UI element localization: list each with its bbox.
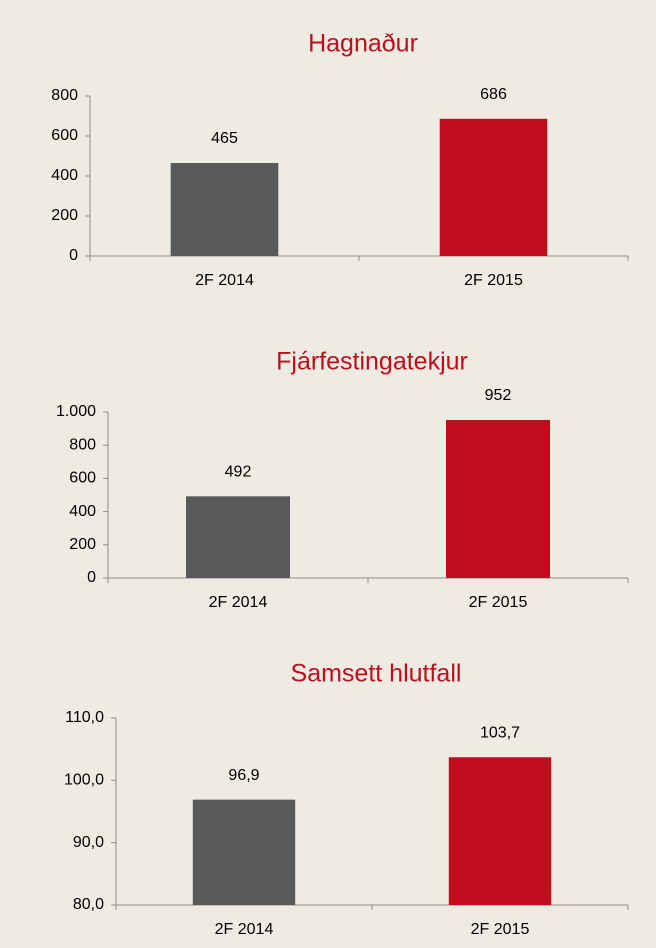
y-tick-label: 600 [69,470,96,487]
x-tick-label: 2F 2014 [215,921,274,938]
x-tick-label: 2F 2015 [464,272,523,289]
x-tick-label: 2F 2014 [195,272,254,289]
x-tick-label: 2F 2015 [471,921,530,938]
bar [170,163,279,256]
chart-title: Samsett hlutfall [291,660,462,688]
bar [446,419,550,578]
data-label: 96,9 [228,767,259,784]
y-tick-label: 100,0 [64,772,104,789]
y-tick-label: 600 [51,127,78,144]
data-label: 465 [211,130,238,147]
data-label: 492 [225,464,252,481]
data-label: 103,7 [480,724,520,741]
x-tick-label: 2F 2015 [469,594,528,611]
y-tick-label: 200 [51,207,78,224]
y-tick-label: 400 [51,167,78,184]
x-tick-label: 2F 2014 [209,594,268,611]
bar [448,757,552,905]
y-tick-label: 80,0 [73,896,104,913]
bar [186,496,290,578]
y-tick-label: 800 [51,87,78,104]
y-tick-label: 400 [69,503,96,520]
y-tick-label: 200 [69,536,96,553]
y-tick-label: 110,0 [65,709,104,726]
data-label: 952 [485,387,512,404]
y-tick-label: 90,0 [73,834,104,851]
y-tick-label: 0 [87,569,96,586]
chart-title: Fjárfestingatekjur [276,348,468,376]
data-label: 686 [480,86,507,103]
chart-title: Hagnaður [308,30,418,58]
y-tick-label: 1.000 [56,403,96,420]
y-tick-label: 0 [69,247,78,264]
y-tick-label: 800 [69,436,96,453]
bar [192,799,296,905]
bar [439,118,548,256]
